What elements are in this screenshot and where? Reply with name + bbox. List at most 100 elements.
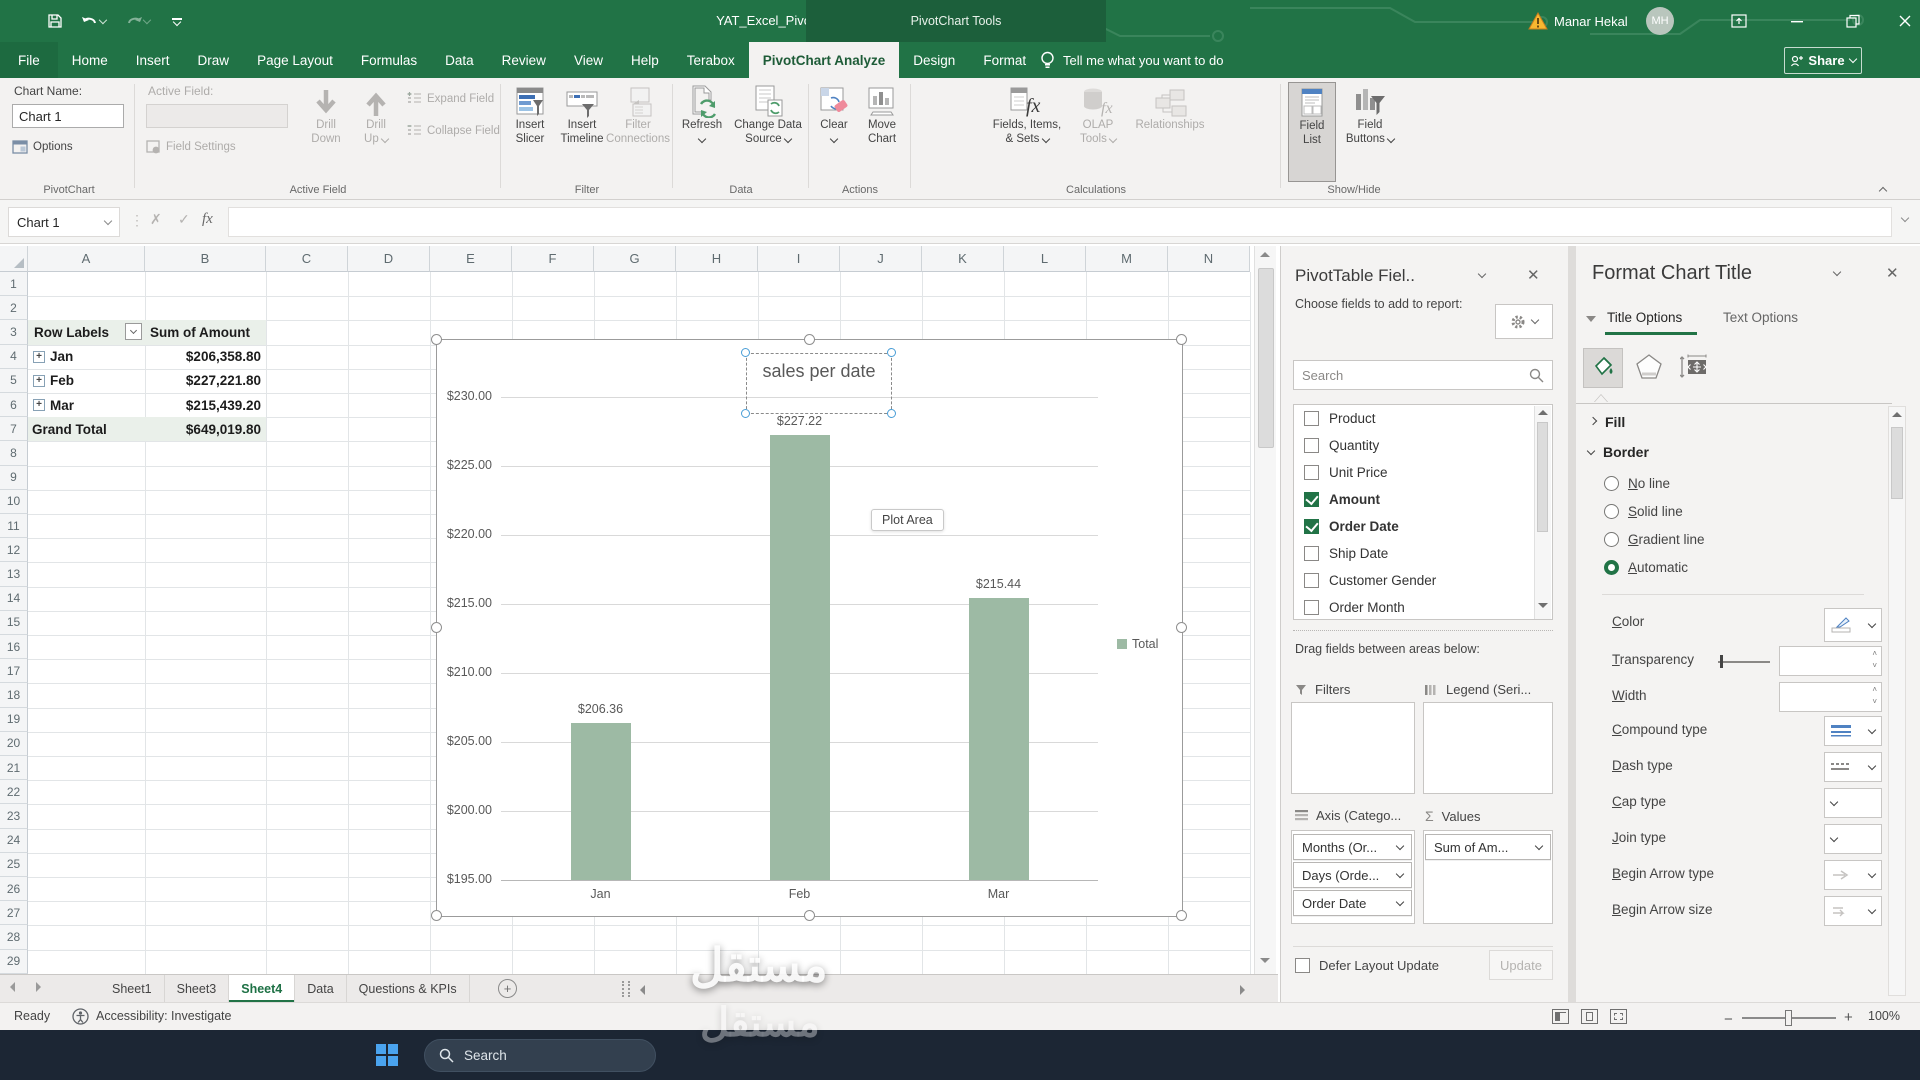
zoom-level[interactable]: 100% — [1868, 1009, 1900, 1023]
row-header-4[interactable]: 4 — [0, 344, 28, 369]
options-button[interactable]: Options — [12, 140, 73, 154]
restore-button[interactable] — [1838, 10, 1868, 32]
row-header-18[interactable]: 18 — [0, 683, 28, 708]
row-header-5[interactable]: 5 — [0, 368, 28, 393]
column-header-K[interactable]: K — [922, 246, 1004, 272]
close-icon[interactable] — [1890, 10, 1920, 32]
ribbon-tab-draw[interactable]: Draw — [197, 52, 230, 68]
sheet-tab-questions-kpis[interactable]: Questions & KPIs — [347, 975, 470, 1002]
filters-drop-area[interactable] — [1291, 702, 1415, 794]
field-item-order-month[interactable]: Order Month — [1294, 594, 1552, 619]
start-button[interactable] — [376, 1044, 398, 1066]
column-header-C[interactable]: C — [266, 246, 348, 272]
format-scroll-thumb[interactable] — [1891, 427, 1903, 499]
row-header-11[interactable]: 11 — [0, 514, 28, 539]
compound-type-dropdown[interactable] — [1824, 716, 1882, 746]
axis-item-1[interactable]: Months (Or... — [1293, 834, 1412, 860]
row-header-26[interactable]: 26 — [0, 877, 28, 902]
item-dropdown-chevron[interactable] — [1395, 869, 1405, 878]
collapse-ribbon-chevron[interactable] — [1878, 182, 1888, 197]
ribbon-tab-format[interactable]: Format — [983, 52, 1027, 68]
bar-mar[interactable] — [968, 597, 1029, 880]
pivot-row-label-jan[interactable]: + Jan — [28, 345, 145, 369]
radio-button[interactable] — [1604, 532, 1619, 547]
taskbar-search[interactable]: Search — [424, 1039, 656, 1072]
column-header-J[interactable]: J — [840, 246, 922, 272]
accessibility-icon[interactable] — [72, 1008, 89, 1025]
title-selection-handle[interactable] — [741, 348, 750, 357]
radio-button[interactable] — [1604, 476, 1619, 491]
field-item-product[interactable]: Product — [1294, 405, 1552, 432]
undo-button[interactable] — [80, 9, 108, 33]
item-dropdown-chevron[interactable] — [1395, 841, 1405, 850]
row-header-23[interactable]: 23 — [0, 804, 28, 829]
field-checkbox[interactable] — [1304, 600, 1319, 615]
options-dropdown-arrow[interactable] — [1586, 316, 1596, 327]
sheet-tab-sheet1[interactable]: Sheet1 — [100, 975, 165, 1002]
color-picker-button[interactable] — [1824, 608, 1882, 642]
format-pane-close-icon[interactable]: ✕ — [1886, 265, 1899, 282]
row-header-19[interactable]: 19 — [0, 707, 28, 732]
field-checkbox[interactable] — [1304, 519, 1319, 534]
field-buttons-button[interactable]: Field Buttons — [1342, 82, 1398, 146]
sheet-tab-data[interactable]: Data — [295, 975, 347, 1002]
page-break-view-button[interactable] — [1610, 1009, 1627, 1024]
chart-legend[interactable]: Total — [1117, 637, 1158, 651]
hscroll-right-arrow[interactable] — [1240, 985, 1245, 995]
radio-gradient-line[interactable]: Gradient line — [1604, 532, 1705, 547]
expand-button[interactable]: + — [33, 374, 45, 387]
bar-jan[interactable] — [570, 723, 631, 880]
ribbon-tab-data[interactable]: Data — [445, 52, 474, 68]
row-header-6[interactable]: 6 — [0, 393, 28, 418]
column-header-D[interactable]: D — [348, 246, 430, 272]
sheet-nav-right-arrow[interactable] — [36, 982, 41, 992]
chart-title[interactable]: sales per date — [762, 361, 876, 381]
radio-automatic[interactable]: Automatic — [1604, 560, 1688, 575]
row-header-12[interactable]: 12 — [0, 538, 28, 563]
chart-selection-handle[interactable] — [431, 910, 442, 921]
chart-selection-handle[interactable] — [431, 334, 442, 345]
transparency-spinner[interactable] — [1779, 646, 1882, 676]
field-checkbox[interactable] — [1304, 492, 1319, 507]
ribbon-display-options-button[interactable] — [1724, 10, 1754, 32]
chart-selection-handle[interactable] — [803, 334, 815, 345]
column-header-E[interactable]: E — [430, 246, 512, 272]
column-header-N[interactable]: N — [1168, 246, 1250, 272]
column-header-F[interactable]: F — [512, 246, 594, 272]
row-labels-filter-button[interactable] — [125, 323, 142, 341]
pivot-row-label-mar[interactable]: + Mar — [28, 393, 145, 417]
ribbon-tab-help[interactable]: Help — [630, 52, 659, 68]
minimize-button[interactable] — [1782, 10, 1812, 32]
chart-selection-handle[interactable] — [1176, 622, 1187, 633]
tab-title-options[interactable]: Title Options — [1607, 310, 1683, 325]
ribbon-tab-insert[interactable]: Insert — [135, 52, 170, 68]
field-item-quantity[interactable]: Quantity — [1294, 432, 1552, 459]
pivot-header-sum-of-amount[interactable]: Sum of Amount — [145, 320, 266, 345]
column-header-G[interactable]: G — [594, 246, 676, 272]
field-list-scrollbar[interactable] — [1534, 406, 1551, 619]
field-checkbox[interactable] — [1304, 438, 1319, 453]
effects-icon-button[interactable] — [1634, 352, 1664, 385]
field-list-scroll-thumb[interactable] — [1537, 422, 1548, 532]
tab-scrollbar-splitter[interactable] — [622, 981, 630, 997]
field-list-toggle[interactable]: Field List — [1288, 82, 1336, 182]
page-layout-view-button[interactable] — [1581, 1009, 1598, 1024]
row-header-24[interactable]: 24 — [0, 828, 28, 853]
formula-input[interactable] — [228, 207, 1892, 237]
refresh-button[interactable]: Refresh — [676, 82, 728, 146]
name-box[interactable]: Chart 1 — [8, 207, 120, 237]
column-header-A[interactable]: A — [28, 246, 145, 272]
sheet-tab-sheet3[interactable]: Sheet3 — [165, 975, 230, 1002]
transparency-slider-knob[interactable] — [1720, 655, 1723, 668]
sheet-tab-sheet4[interactable]: Sheet4 — [229, 975, 296, 1002]
expand-button[interactable]: + — [33, 350, 45, 363]
row-header-25[interactable]: 25 — [0, 852, 28, 877]
zoom-out-button[interactable]: − — [1724, 1011, 1733, 1028]
axis-item-2[interactable]: Days (Orde... — [1293, 862, 1412, 888]
scroll-down-arrow[interactable] — [1260, 958, 1270, 963]
pivot-chart[interactable]: $195.00 $200.00 $205.00 $210.00 $215.00 $220.… — [431, 334, 1187, 921]
row-header-10[interactable]: 10 — [0, 489, 28, 514]
row-header-22[interactable]: 22 — [0, 780, 28, 805]
fields-search-box[interactable]: Search — [1293, 360, 1553, 390]
insert-function-button[interactable]: fx — [202, 211, 213, 227]
